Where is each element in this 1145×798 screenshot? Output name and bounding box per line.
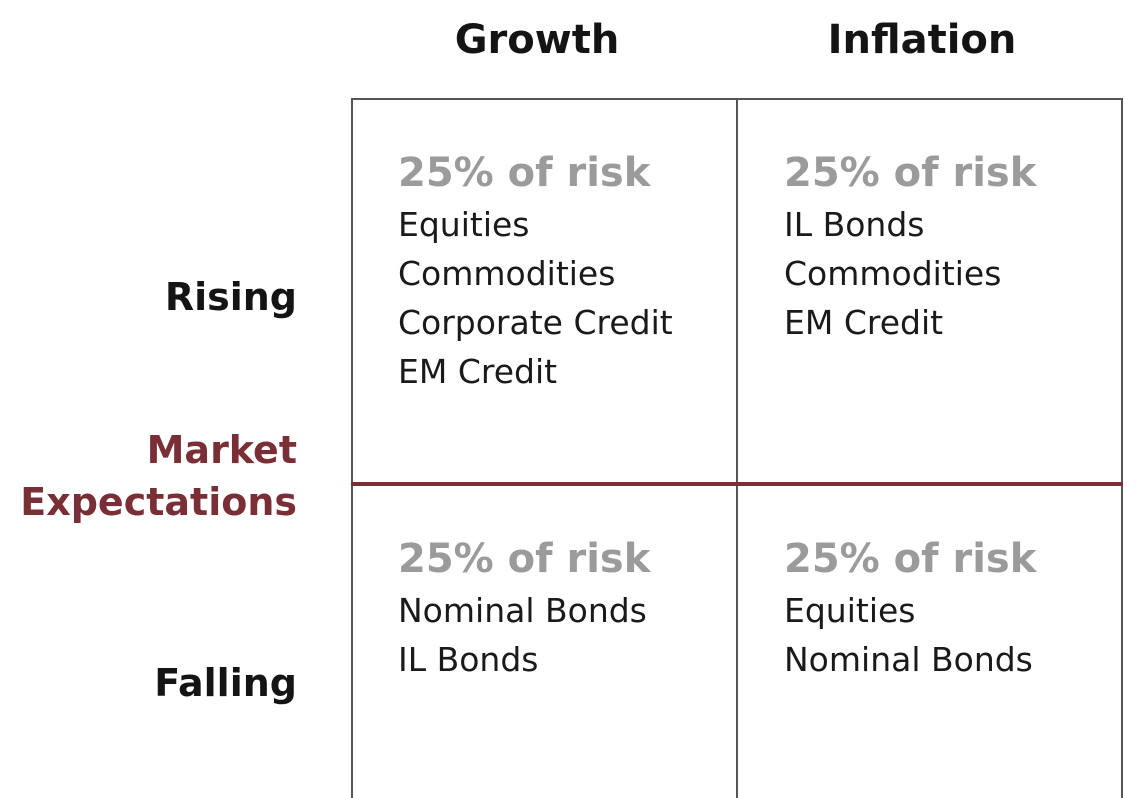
cell-falling-inflation: 25% of risk Equities Nominal Bonds xyxy=(784,532,1036,684)
asset-item: Commodities xyxy=(784,254,1002,293)
asset-item: Nominal Bonds xyxy=(398,591,647,630)
asset-item: IL Bonds xyxy=(398,640,539,679)
cell-falling-growth: 25% of risk Nominal Bonds IL Bonds xyxy=(398,532,650,684)
axis-label-line2: Expectations xyxy=(20,480,297,524)
asset-item: Corporate Credit xyxy=(398,303,673,342)
asset-item: IL Bonds xyxy=(784,205,925,244)
risk-share: 25% of risk xyxy=(784,536,1037,582)
risk-share: 25% of risk xyxy=(398,536,651,582)
column-header-growth: Growth xyxy=(454,17,620,63)
asset-item: EM Credit xyxy=(784,303,944,342)
grid-horizontal-divider xyxy=(351,482,1123,486)
asset-item: Commodities xyxy=(398,254,616,293)
row-label-falling: Falling xyxy=(154,661,297,705)
asset-item: Nominal Bonds xyxy=(784,640,1033,679)
grid-vertical-divider xyxy=(736,98,738,798)
cell-rising-growth: 25% of risk Equities Commodities Corpora… xyxy=(398,146,673,396)
row-label-rising: Rising xyxy=(164,275,297,319)
axis-label-market-expectations: Market Expectations xyxy=(20,424,297,528)
column-header-inflation: Inflation xyxy=(827,17,1017,63)
risk-share: 25% of risk xyxy=(398,150,651,196)
axis-label-line1: Market xyxy=(146,428,297,472)
asset-item: Equities xyxy=(784,591,916,630)
asset-item: Equities xyxy=(398,205,530,244)
risk-share: 25% of risk xyxy=(784,150,1037,196)
cell-rising-inflation: 25% of risk IL Bonds Commodities EM Cred… xyxy=(784,146,1036,347)
asset-item: EM Credit xyxy=(398,352,558,391)
